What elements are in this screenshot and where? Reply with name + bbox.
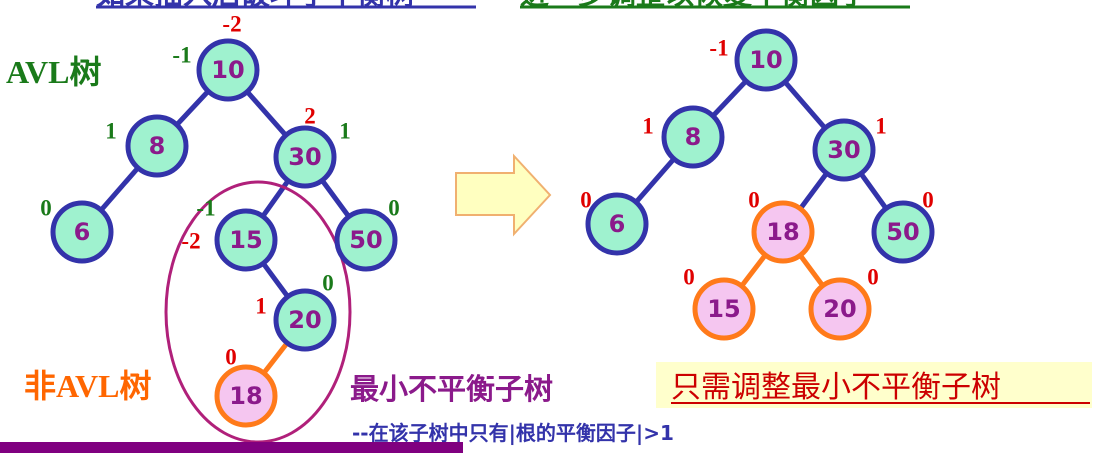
r-bf-18: 0 bbox=[748, 188, 760, 213]
bf-50: 0 bbox=[388, 196, 400, 221]
left-node-10: 10 bbox=[196, 38, 260, 102]
svg-text:20: 20 bbox=[823, 295, 856, 323]
bf-15-top: -1 bbox=[196, 196, 215, 221]
non-avl-label: 非AVL树 bbox=[24, 368, 151, 404]
right-tree-edges bbox=[615, 58, 906, 311]
right-node-50: 50 bbox=[871, 200, 935, 264]
svg-text:30: 30 bbox=[827, 136, 860, 164]
bf-10-above: -2 bbox=[222, 12, 241, 37]
r-bf-15: 0 bbox=[683, 265, 695, 290]
bf-20-top: 0 bbox=[322, 271, 334, 296]
svg-text:8: 8 bbox=[149, 132, 166, 160]
avl-tree-title: AVL树 bbox=[6, 54, 101, 90]
svg-text:8: 8 bbox=[685, 123, 702, 151]
left-balance-factors: -2 -1 1 2 1 0 -1 -2 0 0 1 0 bbox=[40, 12, 400, 370]
r-bf-30: 1 bbox=[875, 114, 887, 139]
bottom-bar bbox=[0, 442, 463, 453]
balance-note: --在该子树中只有|根的平衡因子|>1 bbox=[352, 421, 674, 445]
r-bf-20: 0 bbox=[867, 265, 879, 290]
bf-10-side: -1 bbox=[172, 43, 191, 68]
svg-text:20: 20 bbox=[288, 306, 321, 334]
bf-30-top: 2 bbox=[304, 104, 316, 129]
svg-text:6: 6 bbox=[609, 210, 626, 238]
right-node-8: 8 bbox=[661, 105, 725, 169]
left-node-6: 6 bbox=[50, 200, 114, 264]
r-bf-6: 0 bbox=[580, 188, 592, 213]
r-bf-10: -1 bbox=[709, 36, 728, 61]
bf-30-side: 1 bbox=[339, 119, 351, 144]
bf-8: 1 bbox=[105, 119, 117, 144]
svg-text:6: 6 bbox=[74, 218, 91, 246]
right-node-15: 15 bbox=[692, 277, 756, 341]
left-node-50: 50 bbox=[334, 208, 398, 272]
r-bf-50: 0 bbox=[922, 188, 934, 213]
adjust-highlight bbox=[656, 362, 1092, 408]
right-node-10: 10 bbox=[734, 28, 798, 92]
left-node-8: 8 bbox=[125, 114, 189, 178]
adjust-only-caption: 只需调整最小不平衡子树 bbox=[671, 371, 1001, 404]
svg-text:10: 10 bbox=[749, 46, 782, 74]
svg-text:18: 18 bbox=[766, 218, 799, 246]
left-node-20: 20 bbox=[273, 288, 337, 352]
left-node-15: 15 bbox=[214, 208, 278, 272]
svg-text:50: 50 bbox=[349, 226, 382, 254]
right-node-20: 20 bbox=[808, 277, 872, 341]
right-node-18: 18 bbox=[751, 200, 815, 264]
right-balance-factors: -1 1 1 0 0 0 0 0 bbox=[580, 36, 934, 290]
left-tree-nodes: 10 8 30 6 15 50 20 18 bbox=[50, 38, 398, 428]
bf-6: 0 bbox=[40, 196, 52, 221]
svg-text:30: 30 bbox=[288, 143, 321, 171]
svg-text:50: 50 bbox=[886, 218, 919, 246]
svg-text:18: 18 bbox=[229, 382, 262, 410]
svg-text:10: 10 bbox=[211, 56, 244, 84]
bf-20-side: 1 bbox=[255, 294, 267, 319]
min-unbalanced-caption: 最小不平衡子树 bbox=[350, 372, 553, 406]
left-node-18: 18 bbox=[214, 364, 278, 428]
svg-text:15: 15 bbox=[707, 295, 740, 323]
right-tree-nodes: 10 8 30 6 18 50 15 20 bbox=[585, 28, 935, 341]
transform-arrow bbox=[455, 153, 552, 237]
left-node-30: 30 bbox=[273, 125, 337, 189]
r-bf-8: 1 bbox=[642, 114, 654, 139]
svg-text:15: 15 bbox=[229, 226, 262, 254]
right-node-6: 6 bbox=[585, 192, 649, 256]
bf-18: 0 bbox=[225, 345, 237, 370]
right-node-30: 30 bbox=[812, 118, 876, 182]
bf-15-side: -2 bbox=[181, 229, 200, 254]
